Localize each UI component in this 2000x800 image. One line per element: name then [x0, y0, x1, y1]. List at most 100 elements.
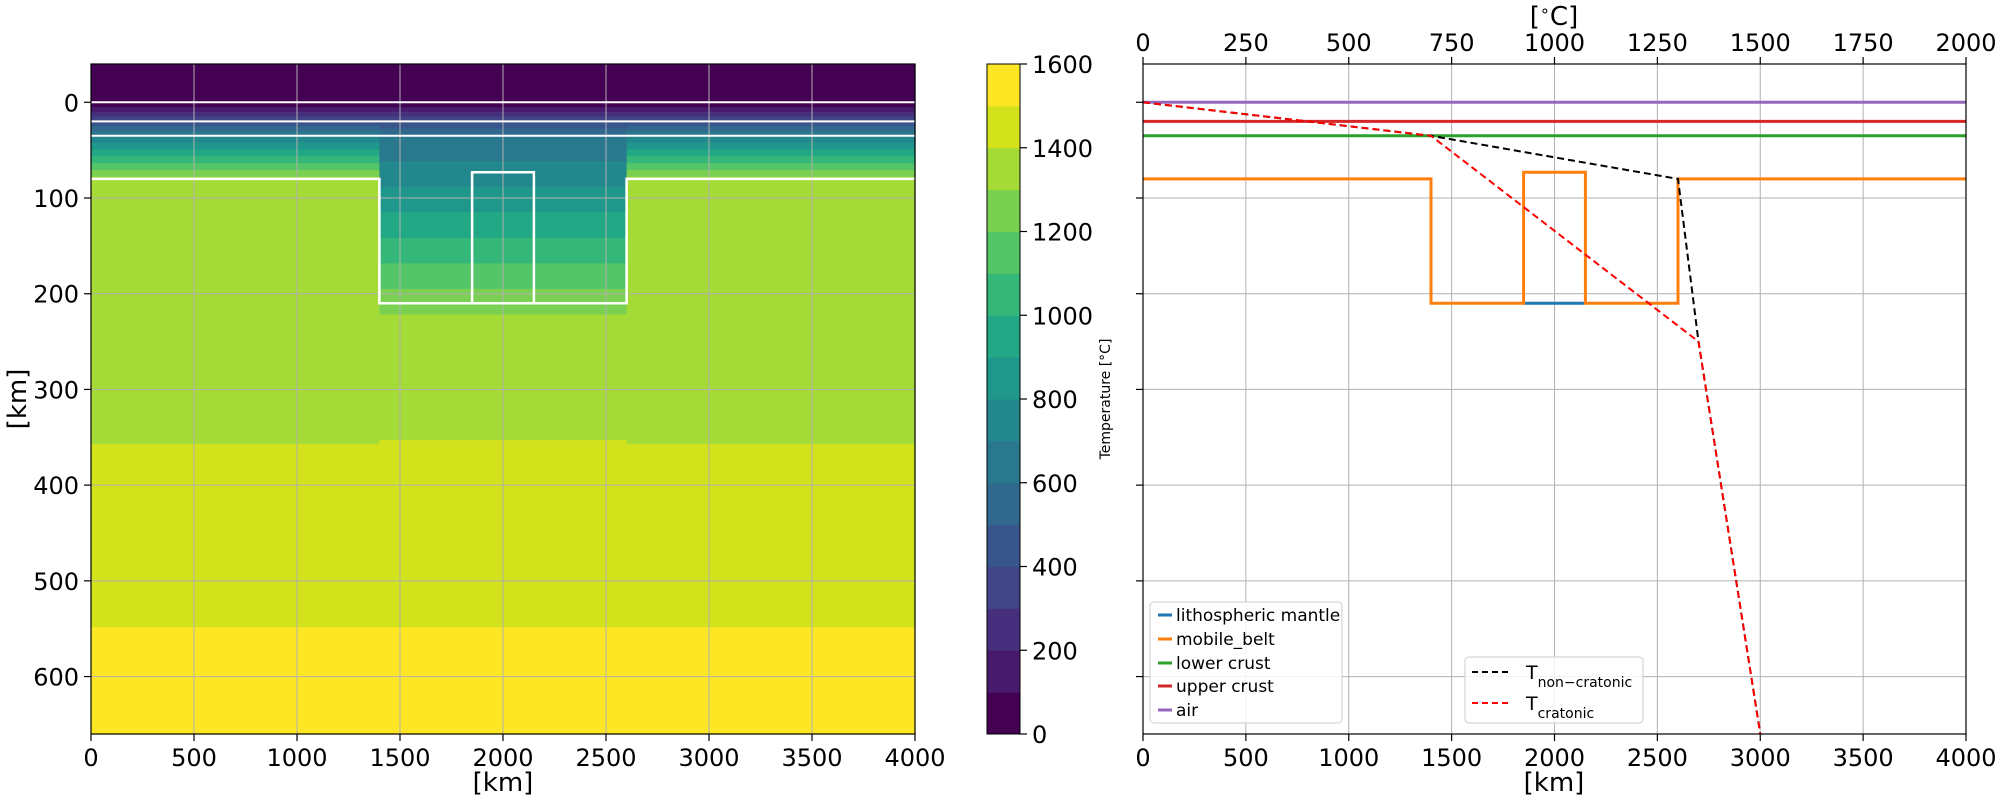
left-y-tick-label-4: 400: [33, 472, 79, 500]
right-x-ticks: 0 500 1000 1500 2000 2500 3000 3500 4000: [1135, 734, 1997, 772]
heat-band-east-4: [626, 121, 916, 127]
right-y-ticks: [1136, 101, 1143, 678]
colorbar-swatches: [987, 64, 1020, 735]
geotherm-legend: Tnon−cratonic Tcratonic: [1464, 656, 1644, 724]
legend-label-mobile-belt: mobile_belt: [1176, 630, 1275, 650]
right-x-tick-label-8: 4000: [1935, 744, 1996, 772]
colorbar-swatch-2: [987, 608, 1020, 651]
left-y-tick-label-6: 600: [33, 664, 79, 692]
colorbar-swatch-14: [987, 105, 1020, 149]
right-x-tick-label-5: 2500: [1627, 744, 1688, 772]
right-top-x-tick-label-1: 250: [1223, 29, 1269, 57]
right-top-x-tick-label-4: 1000: [1524, 29, 1585, 57]
heat-band-east-1: [626, 107, 916, 113]
right-x-tick-label-0: 0: [1135, 744, 1150, 772]
colorbar-tick-label-7: 1400: [1032, 135, 1093, 163]
heat-band-east-8: [626, 142, 916, 151]
left-y-axis-label: [km]: [3, 369, 33, 430]
legend-label-lithospheric-mantle: lithospheric mantle: [1176, 606, 1340, 626]
boundary-mobile-belt: [91, 177, 915, 305]
left-y-tick-label-0: 0: [64, 89, 79, 117]
left-x-ticks: 0 500 1000 1500 2000 2500 3000 3500 4000: [83, 734, 946, 772]
heat-band-east-15: [626, 627, 916, 735]
colorbar-ticks: 0 200 400 600 800 1000 1200 1400 1600: [1020, 51, 1093, 749]
heat-band-west-14: [91, 444, 380, 628]
boundary-lines: [91, 101, 915, 305]
left-x-tick-label-5: 2500: [575, 744, 636, 772]
left-y-ticks: 0 100 200 300 400 500 600: [33, 89, 91, 692]
heat-band-east-10: [626, 156, 916, 164]
right-x-tick-label-6: 3000: [1730, 744, 1791, 772]
heat-band-east-0: [626, 64, 916, 108]
colorbar-swatch-9: [987, 315, 1020, 358]
legend-label-air: air: [1176, 701, 1198, 721]
colorbar-tick-label-6: 1200: [1032, 219, 1093, 247]
colorbar-swatch-10: [987, 273, 1020, 316]
left-x-axis-label: [km]: [473, 768, 534, 798]
legend-label-lower-crust: lower crust: [1176, 654, 1271, 674]
heat-band-west-9: [91, 149, 380, 157]
left-x-tick-label-1: 500: [171, 744, 217, 772]
heat-band-east-3: [626, 116, 916, 123]
colorbar-tick-label-2: 400: [1032, 554, 1078, 582]
heat-band-west-11: [91, 163, 380, 171]
left-x-tick-label-2: 1000: [266, 744, 327, 772]
heat-band-west-1: [91, 107, 380, 113]
layer-legend-box: [1149, 601, 1343, 724]
left-x-tick-label-6: 3000: [678, 744, 739, 772]
colorbar-swatch-8: [987, 357, 1020, 400]
colorbar-swatch-1: [987, 650, 1020, 693]
colorbar-swatch-13: [987, 147, 1020, 191]
colorbar-swatch-12: [987, 189, 1020, 232]
colorbar-tick-label-4: 800: [1032, 386, 1078, 414]
heat-band-east-12: [626, 169, 916, 178]
right-top-x-tick-label-5: 1250: [1627, 29, 1688, 57]
right-top-x-tick-label-7: 1750: [1833, 29, 1894, 57]
colorbar: 0 200 400 600 800 1000 1200 1400 1600 Temperatur…: [986, 51, 1114, 749]
left-y-tick-label-5: 500: [33, 568, 79, 596]
heat-band-west-7: [91, 135, 380, 144]
profile-panel: 0 500 1000 1500 2000 2500 3000 3500 4000 0 250 500…: [1135, 1, 1996, 799]
colorbar-label: Temperature [°C]: [1098, 339, 1114, 461]
right-x-tick-label-3: 1500: [1421, 744, 1482, 772]
colorbar-swatch-11: [987, 231, 1020, 274]
colorbar-swatch-4: [987, 524, 1020, 567]
temperature-field-panel: 0 500 1000 1500 2000 2500 3000 3500 4000 0 100 200…: [3, 63, 946, 798]
right-top-x-tick-label-8: 2000: [1935, 29, 1996, 57]
heat-band-west-8: [91, 142, 380, 151]
colorbar-tick-label-3: 600: [1032, 470, 1078, 498]
heat-band-west-10: [91, 156, 380, 164]
left-x-tick-label-4: 2000: [472, 744, 533, 772]
right-x-tick-label-1: 500: [1223, 744, 1269, 772]
colorbar-swatch-3: [987, 566, 1020, 609]
legend-label-upper-crust: upper crust: [1176, 677, 1274, 697]
right-top-x-tick-label-2: 500: [1326, 29, 1372, 57]
colorbar-swatch-0: [987, 692, 1020, 735]
right-x-tick-label-2: 1000: [1318, 744, 1379, 772]
heat-band-west-5: [91, 126, 380, 132]
right-top-x-tick-label-3: 750: [1429, 29, 1475, 57]
colorbar-tick-label-1: 200: [1032, 637, 1078, 665]
right-top-x-tick-label-6: 1500: [1730, 29, 1791, 57]
heat-band-west-4: [91, 121, 380, 127]
left-x-tick-label-3: 1500: [369, 744, 430, 772]
boundary-inner-block: [470, 170, 536, 304]
heat-band-east-7: [626, 135, 916, 144]
right-x-axis-label: [km]: [1524, 768, 1585, 798]
heat-band-east-13: [626, 176, 916, 445]
right-x-tick-label-7: 3500: [1833, 744, 1894, 772]
colorbar-tick-label-8: 1600: [1032, 51, 1093, 79]
colorbar-swatch-7: [987, 399, 1020, 442]
right-top-x-tick-label-0: 0: [1135, 29, 1150, 57]
right-top-x-ticks: 0 250 500 750 1000 1250 1500 1750 2000: [1135, 29, 1997, 64]
left-y-tick-label-1: 100: [33, 185, 79, 213]
heat-band-west-6: [91, 131, 380, 137]
heat-band-west-13: [91, 176, 380, 445]
colorbar-tick-label-5: 1000: [1032, 302, 1093, 330]
series-line-mobile-belt: [1143, 170, 1966, 305]
heat-band-east-11: [626, 163, 916, 171]
heat-band-west-2: [91, 111, 380, 118]
layer-legend: lithospheric mantle mobile_belt lower cr…: [1149, 601, 1343, 724]
colorbar-swatch-15: [987, 64, 1020, 107]
